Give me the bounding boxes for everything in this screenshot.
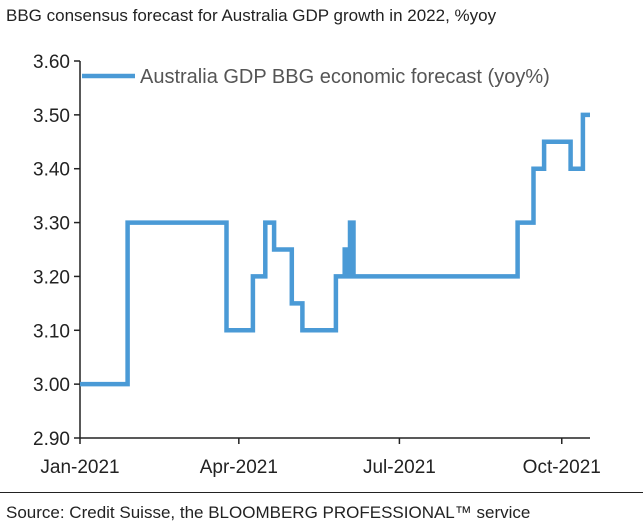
y-tick-labels: 2.90 3.00 3.10 3.20 3.30 3.40 3.50 3.60 [33, 52, 80, 450]
x-tick-label: Jan-2021 [40, 457, 119, 478]
x-tick-label: Jul-2021 [363, 457, 436, 478]
y-tick-label: 3.00 [33, 375, 70, 396]
y-tick-label: 2.90 [33, 429, 70, 450]
source-divider [0, 492, 643, 493]
y-tick-label: 3.10 [33, 321, 70, 342]
chart-svg: 2.90 3.00 3.10 3.20 3.30 3.40 3.50 3.60 Jan-202… [33, 52, 601, 478]
source-note: Source: Credit Suisse, the BLOOMBERG PRO… [6, 503, 531, 522]
y-tick-label: 3.60 [33, 52, 70, 73]
series-line [80, 112, 590, 387]
chart-title: BBG consensus forecast for Australia GDP… [6, 6, 497, 25]
x-tick-labels: Jan-2021 Apr-2021 Jul-2021 Oct-2021 [40, 438, 601, 478]
legend-label: Australia GDP BBG economic forecast (yoy… [140, 66, 550, 88]
legend: Australia GDP BBG economic forecast (yoy… [82, 66, 550, 88]
y-tick-label: 3.30 [33, 214, 70, 235]
x-tick-label: Oct-2021 [523, 457, 601, 478]
y-tick-label: 3.20 [33, 267, 70, 288]
x-tick-label: Apr-2021 [200, 457, 278, 478]
y-tick-label: 3.40 [33, 160, 70, 181]
y-tick-label: 3.50 [33, 106, 70, 127]
